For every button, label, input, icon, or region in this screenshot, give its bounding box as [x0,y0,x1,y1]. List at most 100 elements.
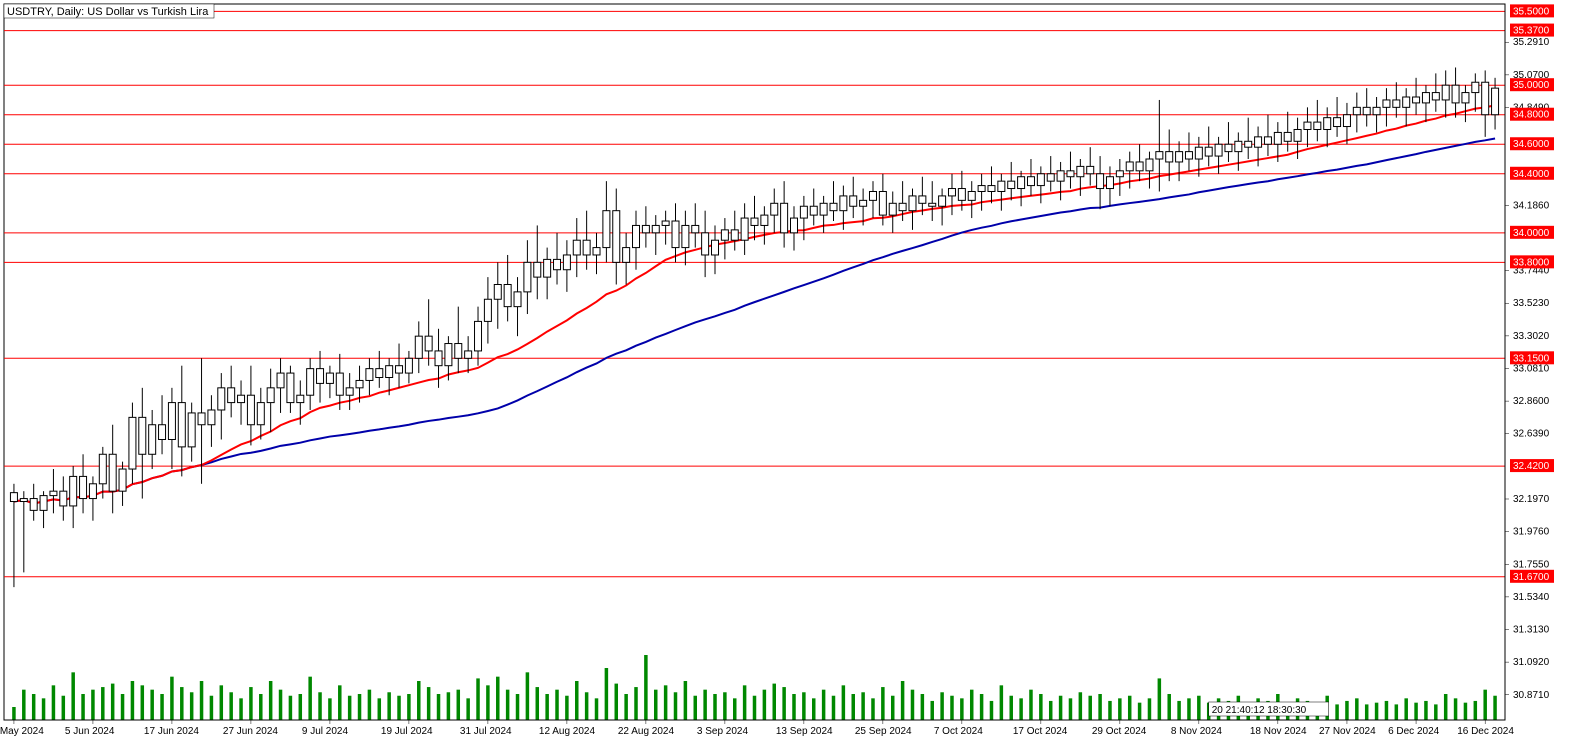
volume-bar [141,685,145,720]
candle-body [1422,93,1429,103]
x-tick-label: 25 Sep 2024 [855,726,912,737]
candle-body [1067,171,1074,177]
candle-body [267,388,274,403]
candle-body [860,200,867,206]
candle-body [40,496,47,511]
volume-bar [555,690,559,720]
candle-body [840,196,847,211]
volume-bar [802,692,806,720]
candle-body [386,366,393,378]
x-tick-label: 27 Jun 2024 [223,726,278,737]
volume-bar [565,696,569,720]
x-tick-label: 29 Oct 2024 [1092,726,1147,737]
volume-bar [723,692,727,720]
level-label: 33.8000 [1513,257,1550,268]
level-label: 31.6700 [1513,572,1550,583]
volume-bar [575,681,579,720]
volume-bar [990,701,994,720]
volume-bar [615,684,619,720]
candle-body [99,454,106,484]
candle-body [465,351,472,358]
candle-body [129,417,136,469]
candle-body [751,218,758,225]
volume-bar [210,696,214,720]
candle-body [178,403,185,447]
candle-body [80,476,87,498]
volume-bar [1474,701,1478,720]
volume-bar [851,694,855,720]
candle-body [514,292,521,307]
volume-bar [713,694,717,720]
candle-body [247,395,254,425]
candle-body [1008,181,1015,188]
volume-bar [289,696,293,720]
chart-svg[interactable]: USDTRY, Daily: US Dollar vs Turkish Lira… [0,0,1586,752]
volume-bar [1039,694,1043,720]
candle-body [682,225,689,247]
volume-bar [940,692,944,720]
volume-bar [328,698,332,720]
volume-bar [229,692,233,720]
candle-body [771,203,778,215]
volume-bar [1000,685,1004,720]
candle-body [672,221,679,248]
volume-bar [792,694,796,720]
y-tick-label: 31.5340 [1513,592,1550,603]
candle-body [1373,107,1380,114]
volume-bar [595,698,599,720]
candle-body [1492,88,1499,115]
x-tick-label: 3 Sep 2024 [697,726,749,737]
y-tick-label: 33.5230 [1513,298,1550,309]
volume-bar [62,696,66,720]
candle-body [356,380,363,387]
volume-bar [1098,694,1102,720]
candle-body [277,373,284,388]
y-tick-label: 32.6390 [1513,429,1550,440]
x-tick-label: 9 Jul 2024 [302,726,349,737]
volume-bar [279,690,283,720]
volume-bar [180,687,184,720]
candle-body [1027,177,1034,186]
candle-body [593,248,600,255]
candle-body [830,203,837,210]
candle-body [662,221,669,225]
x-tick-label: 18 Nov 2024 [1250,726,1307,737]
candle-body [1413,97,1420,103]
volume-bar [308,677,312,720]
volume-bar [32,694,36,720]
x-tick-label: 13 Sep 2024 [776,726,833,737]
volume-bar [1088,696,1092,720]
volume-bar [101,687,105,720]
plot-area[interactable] [4,4,1505,720]
volume-bar [901,681,905,720]
candle-body [563,255,570,270]
y-tick-label: 30.8710 [1513,690,1550,701]
candle-body [712,240,719,255]
volume-bar [417,681,421,720]
volume-bar [782,687,786,720]
volume-bar [170,677,174,720]
candle-body [1432,93,1439,100]
volume-bar [121,694,125,720]
volume-bar [1177,701,1181,720]
volume-bar [1108,701,1112,720]
volume-bar [22,690,26,720]
volume-bar [1414,703,1418,720]
candle-body [208,410,215,425]
candle-body [504,284,511,306]
volume-bar [970,690,974,720]
candle-body [1393,100,1400,107]
candle-body [366,369,373,381]
candle-body [633,225,640,247]
candle-body [800,206,807,218]
volume-bar [832,696,836,720]
candle-body [30,499,37,511]
volume-bar [743,685,747,720]
volume-bar [318,692,322,720]
candle-body [494,284,501,299]
volume-bar [160,694,164,720]
volume-bar [664,685,668,720]
candle-body [929,203,936,206]
candle-body [909,196,916,211]
volume-bar [496,677,500,720]
